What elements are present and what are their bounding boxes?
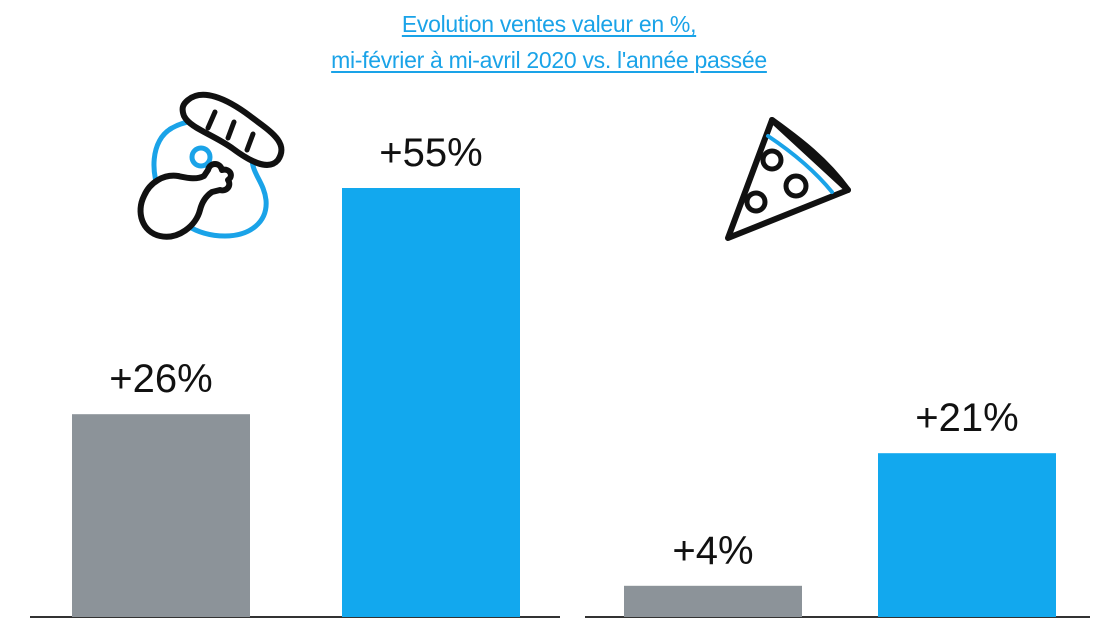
bars-group: +26% +55% +4% +21%: [72, 131, 1056, 617]
data-label-2-2: +21%: [915, 396, 1018, 440]
chart-title: Evolution ventes valeur en %, mi-février…: [0, 6, 1098, 78]
chart-title-line-2: mi-février à mi-avril 2020 vs. l'année p…: [331, 47, 767, 73]
bar-2-1: [624, 585, 802, 617]
pizza-icon: [725, 117, 851, 241]
meat-icon: [137, 91, 285, 240]
data-label-1-2: +55%: [379, 131, 482, 175]
bar-1-2: [342, 188, 520, 617]
chart-title-line-1: Evolution ventes valeur en %,: [401, 11, 697, 37]
data-label-1-1: +26%: [109, 357, 212, 401]
bar-2-2: [878, 453, 1056, 617]
bar-1-1: [72, 414, 250, 617]
data-label-2-1: +4%: [672, 529, 753, 573]
